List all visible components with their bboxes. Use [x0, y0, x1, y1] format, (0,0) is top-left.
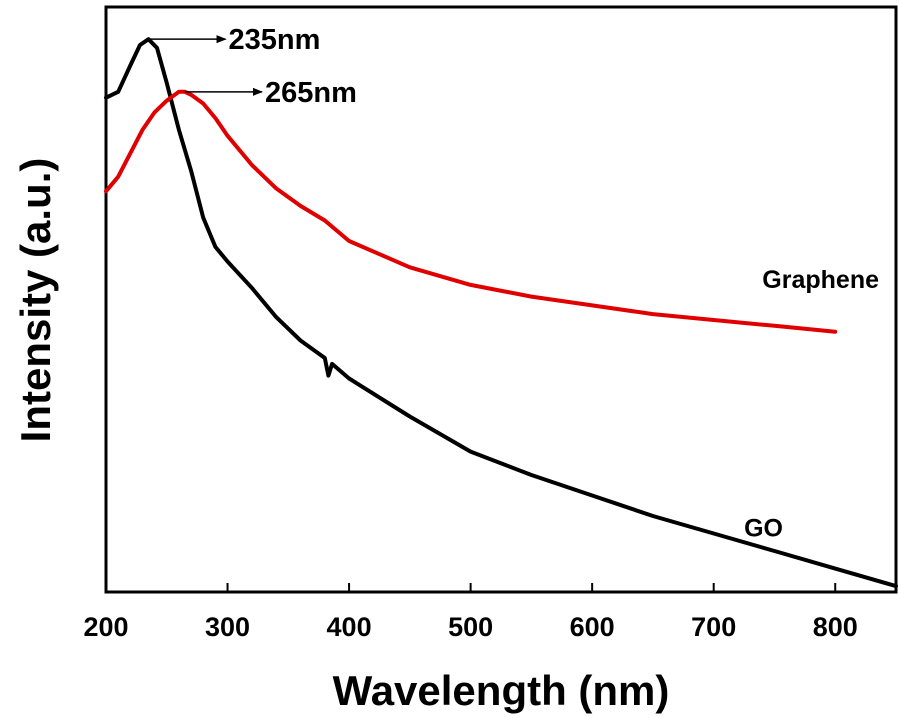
x-axis-title: Wavelength (nm): [333, 667, 670, 714]
series-line-graphene: [104, 89, 838, 334]
series-label: GO: [744, 514, 783, 542]
annotation-layer: 235nm 265nm: [148, 24, 357, 109]
x-tick-label: 700: [691, 612, 736, 642]
x-axis-tick-labels: 200 300 400 500 600 700 800: [83, 612, 857, 642]
x-tick-label: 200: [83, 612, 128, 642]
x-tick-label: 500: [448, 612, 493, 642]
x-axis-ticks: [105, 583, 837, 592]
peak-label: 235nm: [229, 24, 321, 56]
x-tick-label: 600: [570, 612, 615, 642]
x-tick-label: 300: [205, 612, 250, 642]
peak-label: 265nm: [265, 77, 357, 109]
series-line-go: [104, 37, 898, 589]
y-axis-title: Intensity (a.u.): [12, 158, 59, 443]
series-layer: [104, 37, 898, 589]
series-label: Graphene: [762, 266, 879, 294]
x-tick-label: 400: [327, 612, 372, 642]
series-label-layer: Graphene GO: [744, 266, 879, 543]
x-tick-label: 800: [813, 612, 858, 642]
plot-frame: [104, 5, 898, 594]
